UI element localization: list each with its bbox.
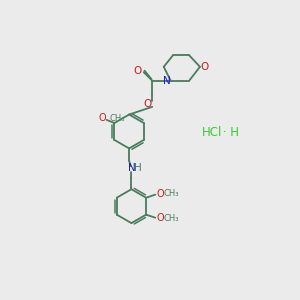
Text: O: O	[157, 214, 164, 224]
Text: O: O	[200, 62, 209, 72]
Text: CH₃: CH₃	[110, 114, 125, 123]
Text: O: O	[134, 66, 142, 76]
Text: N: N	[163, 76, 171, 86]
Text: CH₃: CH₃	[163, 214, 178, 223]
Text: H: H	[134, 164, 142, 173]
Text: O: O	[98, 113, 106, 123]
Text: O: O	[157, 189, 164, 199]
Text: N: N	[128, 164, 135, 173]
Text: · H: · H	[219, 126, 239, 139]
Text: O: O	[143, 99, 152, 109]
Text: CH₃: CH₃	[163, 189, 178, 198]
Text: HCl: HCl	[202, 126, 223, 139]
